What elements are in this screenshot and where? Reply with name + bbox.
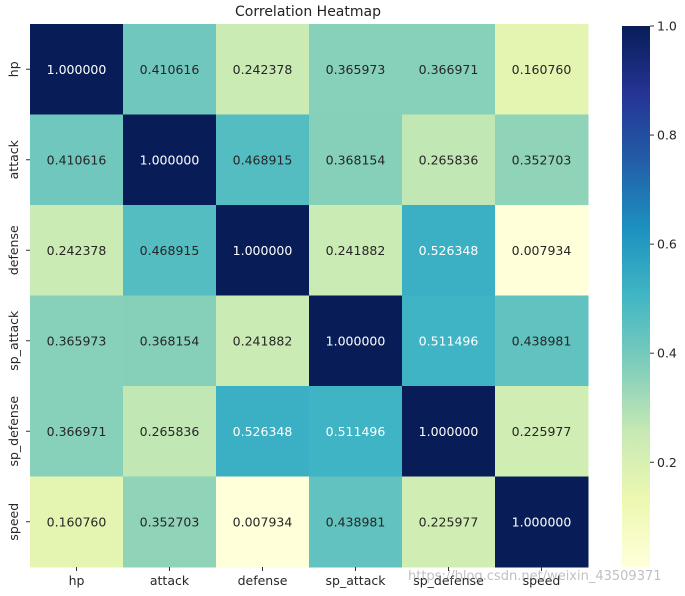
cell-annotation: 0.242378	[233, 62, 293, 77]
heatmap-cell	[123, 476, 217, 568]
cell-annotation: 0.241882	[233, 333, 293, 348]
heatmap-cell	[30, 114, 124, 206]
cell-annotation: 1.000000	[233, 243, 293, 258]
colorbar-tick-label: 0.8	[657, 128, 677, 143]
cell-annotation: 0.526348	[419, 243, 479, 258]
cell-annotation: 0.160760	[512, 62, 572, 77]
heatmap-cell	[495, 24, 589, 115]
cell-annotation: 1.000000	[512, 514, 572, 529]
cell-annotation: 0.438981	[512, 333, 572, 348]
x-tick-label: hp	[69, 573, 85, 588]
cell-annotations: 1.000000 0.410616 0.242378 0.365973 0.366971…	[47, 62, 572, 530]
cell-annotation: 0.366971	[419, 62, 479, 77]
heatmap-cell	[495, 114, 589, 206]
heatmap-cell	[309, 295, 403, 387]
cell-annotation: 0.265836	[140, 424, 200, 439]
heatmap-cell	[402, 295, 496, 387]
x-tick-label: speed	[523, 573, 561, 588]
heatmap-cell	[402, 24, 496, 115]
cell-annotation: 0.410616	[47, 152, 107, 167]
heatmap-cell	[30, 295, 124, 387]
y-tick-label: attack	[6, 139, 21, 179]
cell-annotation: 0.007934	[233, 514, 293, 529]
heatmap-cell	[30, 24, 124, 115]
y-tick-label: hp	[6, 61, 21, 77]
heatmap-cell	[216, 476, 310, 568]
cell-annotation: 0.468915	[233, 152, 293, 167]
cell-annotation: 0.468915	[140, 243, 200, 258]
y-tick-label: sp_attack	[6, 310, 21, 371]
heatmap-cell	[309, 24, 403, 115]
heatmap-cell	[30, 205, 124, 296]
heatmap-cell	[123, 114, 217, 206]
y-tick-label: speed	[6, 503, 21, 541]
chart-title: Correlation Heatmap	[235, 4, 381, 20]
cell-annotation: 0.242378	[47, 243, 107, 258]
x-tick-label: sp_defense	[413, 573, 484, 588]
cell-annotation: 1.000000	[419, 424, 479, 439]
cell-annotation: 0.511496	[326, 424, 386, 439]
cell-annotation: 0.265836	[419, 152, 479, 167]
x-tick-label: attack	[150, 573, 190, 588]
cell-annotation: 0.225977	[419, 514, 479, 529]
y-tick-label: defense	[6, 225, 21, 275]
cell-annotation: 0.438981	[326, 514, 386, 529]
colorbar-gradient	[622, 26, 650, 567]
heatmap-cell	[123, 386, 217, 477]
heatmap-cell	[402, 386, 496, 477]
cell-annotation: 0.352703	[140, 514, 200, 529]
heatmap-cell	[495, 386, 589, 477]
heatmap-cell	[123, 24, 217, 115]
cell-annotation: 0.241882	[326, 243, 386, 258]
heatmap-cell	[495, 295, 589, 387]
x-axis: hp attack defense sp_attack sp_defense speed	[69, 567, 561, 588]
cell-annotation: 0.366971	[47, 424, 107, 439]
heatmap-cell	[216, 386, 310, 477]
cell-annotation: 0.352703	[512, 152, 572, 167]
cell-annotation: 0.368154	[140, 333, 200, 348]
heatmap-cell	[495, 205, 589, 296]
y-tick-label: sp_defense	[6, 396, 21, 467]
cell-annotation: 1.000000	[140, 152, 200, 167]
cell-annotation: 0.368154	[326, 152, 386, 167]
colorbar-tick-label: 0.4	[657, 346, 677, 361]
heatmap-cell	[216, 295, 310, 387]
colorbar-tick-label: 1.0	[657, 19, 677, 34]
heatmap-cell	[495, 476, 589, 568]
heatmap-cells	[30, 24, 589, 568]
heatmap-cell	[216, 205, 310, 296]
heatmap-cell	[309, 476, 403, 568]
heatmap-cell	[123, 205, 217, 296]
cell-annotation: 0.526348	[233, 424, 293, 439]
heatmap-cell	[309, 386, 403, 477]
heatmap-cell	[402, 114, 496, 206]
heatmap-cell	[309, 114, 403, 206]
heatmap-cell	[309, 205, 403, 296]
heatmap-cell	[402, 205, 496, 296]
cell-annotation: 0.225977	[512, 424, 572, 439]
cell-annotation: 0.410616	[140, 62, 200, 77]
cell-annotation: 1.000000	[326, 333, 386, 348]
heatmap-cell	[30, 476, 124, 568]
cell-annotation: 0.007934	[512, 243, 572, 258]
cell-annotation: 0.365973	[326, 62, 386, 77]
colorbar-tick-label: 0.6	[657, 237, 677, 252]
x-tick-label: defense	[238, 573, 288, 588]
heatmap-cell	[30, 386, 124, 477]
heatmap-cell	[216, 24, 310, 115]
x-tick-label: sp_attack	[326, 573, 387, 588]
colorbar: 0.2 0.4 0.6 0.8 1.0	[622, 19, 677, 567]
cell-annotation: 1.000000	[47, 62, 107, 77]
heatmap-cell	[123, 295, 217, 387]
cell-annotation: 0.511496	[419, 333, 479, 348]
heatmap-cell	[216, 114, 310, 206]
cell-annotation: 0.160760	[47, 514, 107, 529]
colorbar-tick-label: 0.2	[657, 455, 677, 470]
heatmap-cell	[402, 476, 496, 568]
cell-annotation: 0.365973	[47, 333, 107, 348]
